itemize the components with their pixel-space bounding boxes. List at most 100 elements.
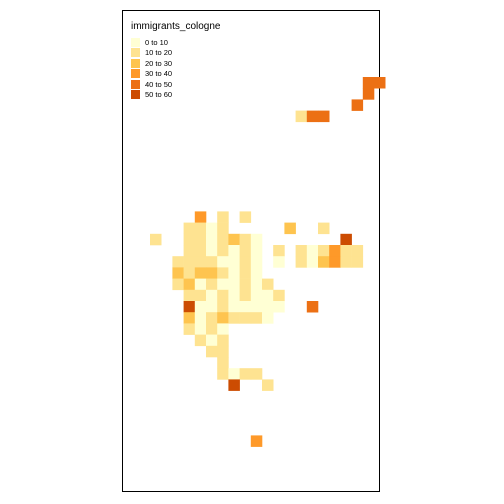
map-cell <box>217 267 229 279</box>
legend-label: 20 to 30 <box>145 58 173 68</box>
map-cell <box>217 289 229 302</box>
map-cell <box>273 245 285 257</box>
legend-label: 50 to 60 <box>145 90 173 100</box>
map-cell <box>374 77 386 89</box>
map-cell <box>217 256 229 268</box>
map-cell <box>228 278 240 291</box>
map-cell <box>194 301 207 313</box>
map-cell <box>206 334 218 347</box>
map-cell <box>262 379 274 391</box>
map-cell <box>194 267 207 279</box>
map-cell <box>340 233 352 246</box>
map-cell <box>206 323 218 335</box>
map-cell <box>217 301 229 313</box>
map-cell <box>262 301 274 313</box>
map-cell <box>172 278 184 291</box>
map-cell <box>329 245 341 257</box>
map-cell <box>239 289 252 302</box>
map-cell <box>318 222 330 235</box>
legend-swatch <box>131 37 140 47</box>
map-cell <box>329 256 341 268</box>
map-cell <box>172 267 184 279</box>
map-cell <box>295 110 308 123</box>
map-cell <box>217 278 229 291</box>
map-cell <box>295 256 308 268</box>
map-cell <box>194 222 207 235</box>
map-cell <box>206 256 218 268</box>
map-cell <box>318 245 330 257</box>
map-cell <box>217 357 229 369</box>
map-cell <box>228 368 240 380</box>
legend-item: 10 to 20 <box>131 48 221 59</box>
map-cell <box>250 312 263 324</box>
map-cell <box>194 334 207 347</box>
legend-item: 0 to 10 <box>131 37 221 48</box>
map-cell <box>250 289 263 302</box>
map-cell <box>250 267 263 279</box>
map-cell <box>228 301 240 313</box>
map-cell <box>340 245 352 257</box>
map-cell <box>250 301 263 313</box>
map-cell <box>217 222 229 235</box>
legend-swatch <box>131 69 140 79</box>
map-cell <box>250 278 263 291</box>
map-cell <box>217 368 229 380</box>
map-cell <box>183 233 196 246</box>
legend-items: 0 to 10 10 to 20 20 to 30 30 to 40 40 to 50 5… <box>131 37 221 100</box>
map-cell <box>228 267 240 279</box>
map-cell <box>228 233 240 246</box>
legend-item: 30 to 40 <box>131 69 221 80</box>
map-cell <box>183 278 196 291</box>
map-cell <box>340 256 352 268</box>
legend-label: 0 to 10 <box>145 37 168 47</box>
legend-label: 30 to 40 <box>145 69 173 79</box>
map-cell <box>183 256 196 268</box>
legend-label: 40 to 50 <box>145 79 173 89</box>
map-cell <box>194 289 207 302</box>
map-cell <box>217 245 229 257</box>
map-cell <box>217 312 229 324</box>
map-cell <box>250 368 263 380</box>
map-cell <box>206 312 218 324</box>
map-cell <box>262 278 274 291</box>
map-cell <box>194 233 207 246</box>
map-cell <box>284 222 296 235</box>
map-cell <box>217 233 229 246</box>
map-cell <box>206 267 218 279</box>
map-cell <box>228 245 240 257</box>
map-cell <box>351 245 364 257</box>
map-cell <box>295 245 308 257</box>
map-cell <box>217 323 229 335</box>
map-cell <box>262 289 274 302</box>
map-cell <box>306 245 319 257</box>
map-cell <box>206 245 218 257</box>
map-cell <box>250 256 263 268</box>
map-cell <box>206 289 218 302</box>
map-cell <box>183 245 196 257</box>
map-cell <box>206 278 218 291</box>
map-cell <box>239 245 252 257</box>
map-cell <box>239 278 252 291</box>
map-cell <box>250 245 263 257</box>
map-cell <box>306 256 319 268</box>
map-cell <box>217 334 229 347</box>
map-cell <box>362 77 375 89</box>
legend-item: 50 to 60 <box>131 90 221 101</box>
map-cell <box>239 211 252 223</box>
map-cell <box>183 301 196 313</box>
map-cell <box>228 289 240 302</box>
map-cell <box>194 312 207 324</box>
map-cell <box>306 110 319 123</box>
legend-label: 10 to 20 <box>145 48 173 58</box>
map-cell <box>351 256 364 268</box>
map-cell <box>206 222 218 235</box>
map-cell <box>183 222 196 235</box>
map-cell <box>239 301 252 313</box>
map-cell <box>206 345 218 358</box>
map-cell <box>250 233 263 246</box>
legend-swatch <box>131 58 140 68</box>
map-cell <box>239 312 252 324</box>
map-cell <box>194 323 207 335</box>
map-cell <box>183 267 196 279</box>
